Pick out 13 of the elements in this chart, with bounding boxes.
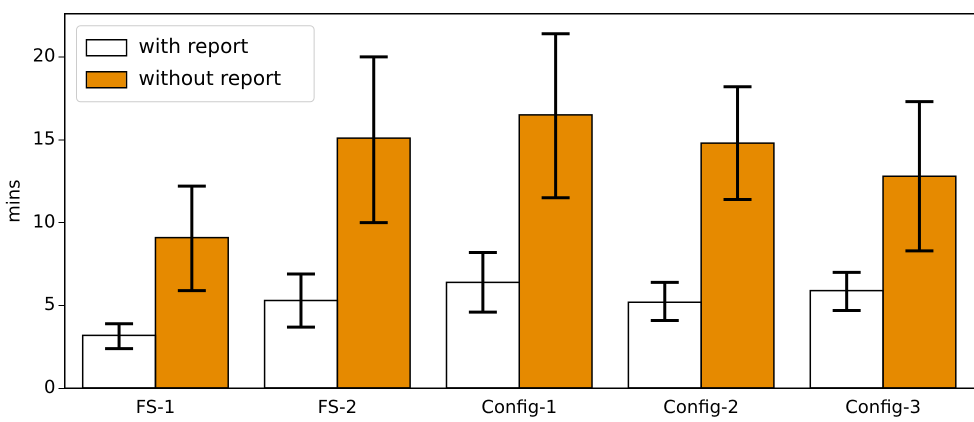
x-tick-label: FS-2: [318, 396, 358, 418]
y-tick-label: 15: [32, 128, 56, 150]
legend-label: without report: [138, 66, 282, 90]
y-axis-title: mins: [3, 179, 24, 223]
x-tick-label: Config-2: [663, 396, 740, 418]
x-tick-label: Config-1: [481, 396, 558, 418]
legend-label: with report: [138, 34, 249, 58]
x-tick-label: Config-3: [845, 396, 921, 418]
y-tick-label: 5: [44, 294, 56, 316]
y-tick-label: 10: [32, 211, 56, 232]
x-tick-label: FS-1: [136, 396, 176, 418]
y-tick-label: 20: [32, 46, 56, 67]
y-tick-label: 0: [44, 377, 56, 398]
